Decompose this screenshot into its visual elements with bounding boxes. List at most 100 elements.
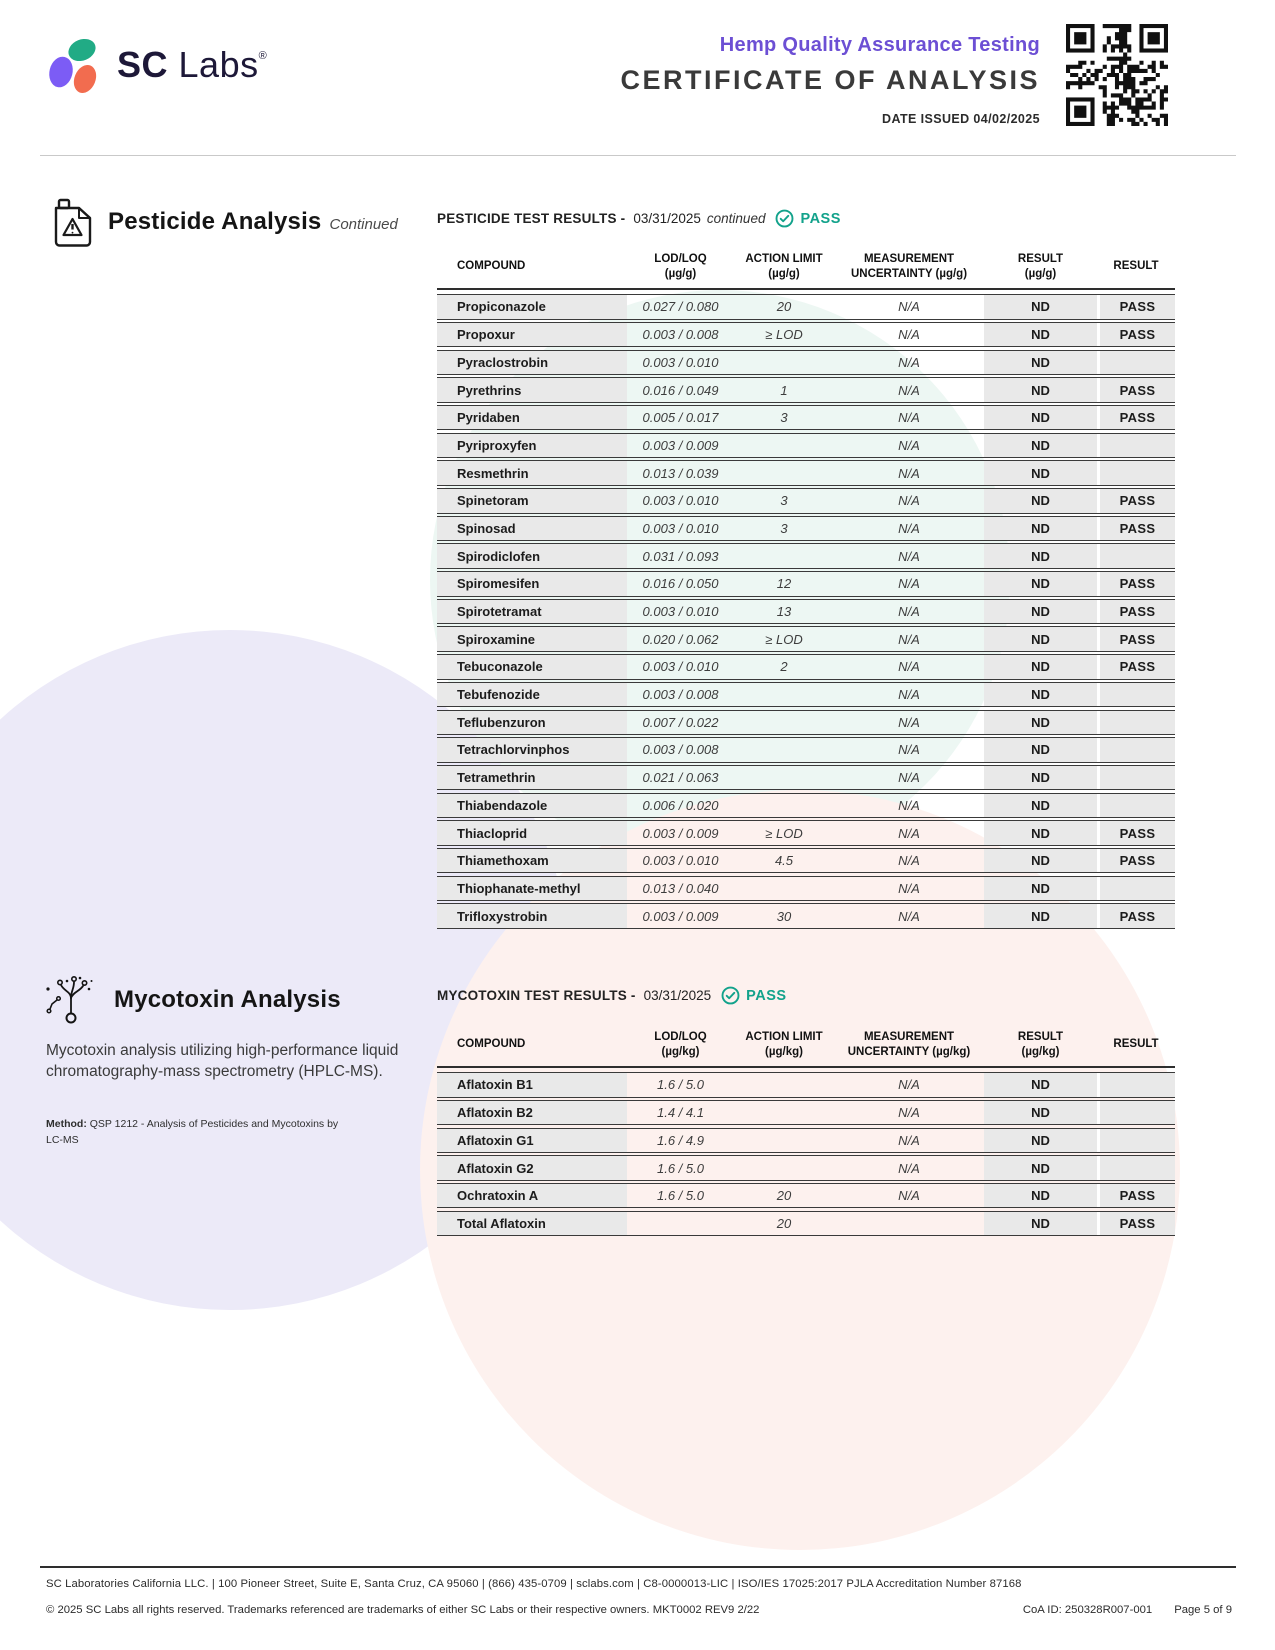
footer-divider [40, 1566, 1236, 1568]
cell-action_limit: 30 [776, 908, 792, 924]
cell-status [1097, 1128, 1175, 1153]
cell-status: PASS [1097, 1211, 1175, 1236]
cell-action_limit [734, 434, 834, 458]
cell-compound: Ochratoxin A [437, 1183, 627, 1208]
cell-lod_loq: 0.005 / 0.017 [642, 410, 719, 426]
cell-status: PASS [1097, 489, 1175, 513]
cell-uncertainty: N/A [898, 493, 920, 509]
cell-compound: Tetramethrin [437, 765, 627, 790]
cell-lod_loq: 1.6 / 5.0 [657, 1160, 704, 1176]
cell-compound: Pyraclostrobin [437, 350, 627, 375]
cell-action_limit [734, 711, 834, 735]
mycotoxin-description: Mycotoxin analysis utilizing high-perfor… [46, 1042, 399, 1081]
cell-uncertainty: N/A [898, 1188, 920, 1204]
cell-result: ND [984, 765, 1097, 790]
cell-result: ND [984, 572, 1097, 596]
cell-uncertainty: N/A [898, 437, 920, 453]
cell-uncertainty: N/A [898, 714, 920, 730]
cell-uncertainty: N/A [898, 687, 920, 703]
cell-action_limit [734, 1156, 834, 1180]
cell-result: ND [984, 544, 1097, 568]
table-row: Tetrachlorvinphos 0.003 / 0.008 N/A ND [437, 737, 1175, 763]
cell-status [1097, 682, 1175, 707]
sclabs-logo-mark-icon [45, 36, 103, 94]
cell-action_limit: 13 [776, 604, 792, 619]
cell-lod_loq: 1.6 / 5.0 [657, 1188, 704, 1204]
cell-result: ND [984, 489, 1097, 513]
cell-result: ND [984, 350, 1097, 375]
table-row: Pyridaben 0.005 / 0.017 3 N/A ND PASS [437, 404, 1175, 431]
cell-action_limit: 12 [776, 576, 792, 592]
cell-status: PASS [1097, 405, 1175, 430]
table-row: Spiroxamine 0.020 / 0.062 ≥ LOD N/A ND PASS [437, 626, 1175, 652]
cell-result: ND [984, 848, 1097, 873]
cell-compound: Thiophanate-methyl [437, 876, 627, 901]
cell-lod_loq: 0.020 / 0.062 [642, 631, 719, 647]
cell-compound: Spirotetramat [437, 599, 627, 624]
table-row: Propiconazole 0.027 / 0.080 20 N/A ND PASS [437, 294, 1175, 320]
cell-uncertainty: N/A [898, 742, 920, 758]
cell-action_limit: 20 [776, 1188, 792, 1204]
cell-action_limit [734, 1129, 834, 1153]
cell-lod_loq: 0.003 / 0.010 [642, 659, 719, 675]
cell-lod_loq: 0.003 / 0.008 [642, 687, 719, 703]
cell-compound: Pyriproxyfen [437, 433, 627, 458]
cell-compound: Propoxur [437, 322, 627, 347]
cell-status: PASS [1097, 378, 1175, 402]
cell-compound: Spinetoram [437, 489, 627, 513]
cell-action_limit [734, 766, 834, 790]
cell-compound: Pyridaben [437, 405, 627, 430]
table-header: COMPOUND LOD/LOQ (µg/g) ACTION LIMIT (µg/g) M… [437, 250, 1175, 290]
cell-result: ND [984, 627, 1097, 651]
column-header: RESULT [1113, 1038, 1159, 1051]
cell-compound: Aflatoxin B1 [437, 1073, 627, 1097]
cell-uncertainty: N/A [898, 797, 920, 813]
cell-result: ND [984, 405, 1097, 430]
cell-status: PASS [1097, 295, 1175, 319]
cell-result: ND [984, 738, 1097, 762]
table-row: Spirotetramat 0.003 / 0.010 13 N/A ND PASS [437, 598, 1175, 625]
cell-lod_loq: 0.016 / 0.050 [642, 576, 719, 592]
cell-compound: Aflatoxin B2 [437, 1100, 627, 1125]
cell-lod_loq: 0.013 / 0.039 [642, 465, 719, 481]
table-row: Pyriproxyfen 0.003 / 0.009 N/A ND [437, 432, 1175, 459]
document-title: CERTIFICATE OF ANALYSIS [620, 65, 1040, 95]
pesticide-section-title: Pesticide Analysis Continued [108, 208, 398, 235]
cell-uncertainty: N/A [898, 1105, 920, 1121]
column-header: MEASUREMENT UNCERTAINTY (µg/kg) [847, 1031, 971, 1058]
cell-action_limit [734, 738, 834, 762]
cell-uncertainty: N/A [898, 770, 920, 786]
cell-lod_loq: 0.003 / 0.009 [642, 825, 719, 841]
cell-compound: Spinosad [437, 516, 627, 541]
table-row: Spiromesifen 0.016 / 0.050 12 N/A ND PASS [437, 571, 1175, 597]
table-row: Propoxur 0.003 / 0.008 ≥ LOD N/A ND PASS [437, 321, 1175, 348]
cell-compound: Teflubenzuron [437, 710, 627, 734]
cell-status: PASS [1097, 904, 1175, 928]
cell-action_limit [734, 351, 834, 375]
sclabs-logo-text: SC Labs® [117, 44, 268, 85]
table-row: Thiophanate-methyl 0.013 / 0.040 N/A ND [437, 875, 1175, 902]
footer-page-number: Page 5 of 9 [1174, 1604, 1232, 1616]
cell-lod_loq: 0.021 / 0.063 [642, 770, 719, 786]
pesticide-jug-icon [50, 196, 96, 248]
cell-lod_loq: 0.006 / 0.020 [642, 797, 719, 813]
cell-status [1097, 350, 1175, 375]
cell-status: PASS [1097, 322, 1175, 347]
cell-uncertainty: N/A [898, 382, 920, 398]
cell-lod_loq: 0.003 / 0.010 [642, 520, 719, 536]
table-header: COMPOUND LOD/LOQ (µg/kg) ACTION LIMIT (µg/kg… [437, 1028, 1175, 1068]
pesticide-results-header: PESTICIDE TEST RESULTS - 03/31/2025 cont… [437, 209, 841, 228]
cell-uncertainty [834, 1212, 984, 1236]
cell-status [1097, 793, 1175, 818]
table-row: Pyrethrins 0.016 / 0.049 1 N/A ND PASS [437, 377, 1175, 403]
cell-result: ND [984, 433, 1097, 458]
cell-lod_loq: 0.003 / 0.009 [642, 908, 719, 924]
table-row: Pyraclostrobin 0.003 / 0.010 N/A ND [437, 349, 1175, 376]
table-row: Ochratoxin A 1.6 / 5.0 20 N/A ND PASS [437, 1182, 1175, 1209]
cell-action_limit [734, 683, 834, 707]
cell-status [1097, 1073, 1175, 1097]
cell-uncertainty: N/A [898, 576, 920, 592]
table-row: Tebufenozide 0.003 / 0.008 N/A ND [437, 681, 1175, 708]
column-header: RESULT [1113, 260, 1159, 273]
mycotoxin-results-header: MYCOTOXIN TEST RESULTS - 03/31/2025 PASS [437, 986, 787, 1005]
